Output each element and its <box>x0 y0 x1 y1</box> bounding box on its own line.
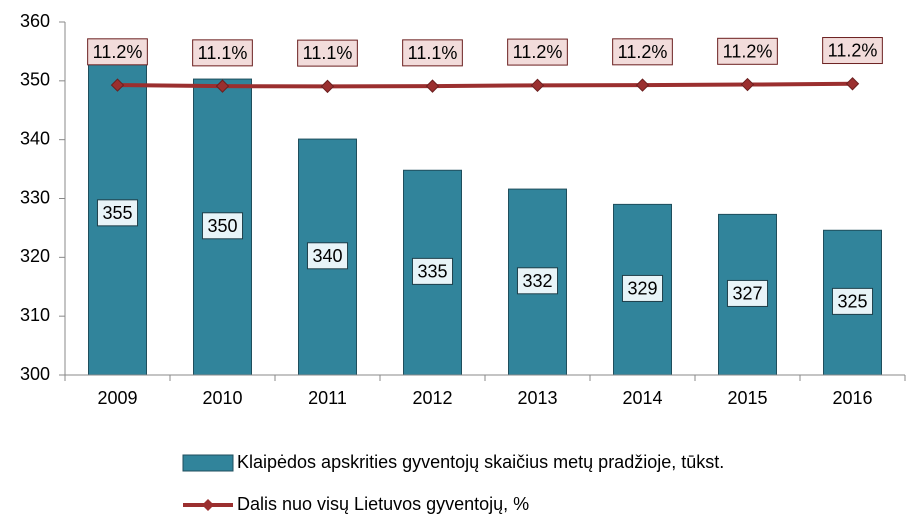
line-label-box <box>507 38 568 66</box>
line-label: 11.2% <box>93 42 143 62</box>
line-marker <box>635 78 650 92</box>
bar-label: 327 <box>732 283 762 303</box>
y-tick-label: 300 <box>20 364 50 384</box>
bar-label-box <box>621 274 664 302</box>
y-tick-label: 360 <box>20 11 50 31</box>
line-label: 11.2% <box>513 42 563 62</box>
x-tick-label: 2015 <box>727 388 767 408</box>
line-marker <box>110 78 125 92</box>
line-marker <box>530 78 545 93</box>
line-label: 11.1% <box>303 43 353 63</box>
legend-label: Klaipėdos apskrities gyventojų skaičius … <box>237 452 724 472</box>
y-tick-label: 320 <box>20 246 50 266</box>
legend-swatch <box>182 454 234 472</box>
bar-label: 355 <box>102 203 132 223</box>
x-tick-label: 2014 <box>622 388 662 408</box>
line-label-box <box>717 37 778 65</box>
line-label-box <box>402 39 463 67</box>
line-label-box <box>612 38 673 66</box>
bar-label-box <box>411 257 454 285</box>
line-label: 11.2% <box>618 42 668 62</box>
line-label-box <box>822 37 883 65</box>
line-label: 11.2% <box>723 41 773 61</box>
line-label-box <box>87 38 148 66</box>
line-marker <box>215 79 230 93</box>
legend-marker <box>202 499 214 511</box>
x-tick-label: 2016 <box>832 388 872 408</box>
bar-label-box <box>516 267 559 295</box>
y-tick-label: 340 <box>20 128 50 148</box>
legend-label: Dalis nuo visų Lietuvos gyventojų, % <box>237 494 529 514</box>
line-label-box <box>192 39 253 67</box>
x-tick-label: 2012 <box>412 388 452 408</box>
line-label: 11.1% <box>198 43 248 63</box>
x-tick-label: 2009 <box>97 388 137 408</box>
bar-label-box <box>831 287 874 315</box>
y-tick-label: 330 <box>20 187 50 207</box>
y-tick-label: 350 <box>20 70 50 90</box>
line-marker <box>320 79 335 94</box>
line-marker <box>425 79 440 93</box>
bar-label-box <box>306 242 349 270</box>
bar-label: 340 <box>312 246 342 266</box>
line-label-box <box>297 39 358 67</box>
bar-label: 332 <box>522 271 552 291</box>
line-label: 11.1% <box>408 43 458 63</box>
y-tick-label: 310 <box>20 305 50 325</box>
line <box>117 81 853 89</box>
line-marker <box>845 77 860 91</box>
x-tick-label: 2011 <box>308 388 347 408</box>
bar-label-box <box>726 279 769 307</box>
x-tick-label: 2013 <box>517 388 557 408</box>
x-tick-label: 2010 <box>202 388 242 408</box>
line-label: 11.2% <box>828 41 878 61</box>
bar-label: 329 <box>627 278 657 298</box>
bar-label: 335 <box>417 261 447 281</box>
bar-label-box <box>201 212 244 240</box>
bar-label: 325 <box>837 291 867 311</box>
line-marker <box>740 77 755 92</box>
bar-label: 350 <box>207 216 237 236</box>
bar-label-box <box>96 199 139 227</box>
